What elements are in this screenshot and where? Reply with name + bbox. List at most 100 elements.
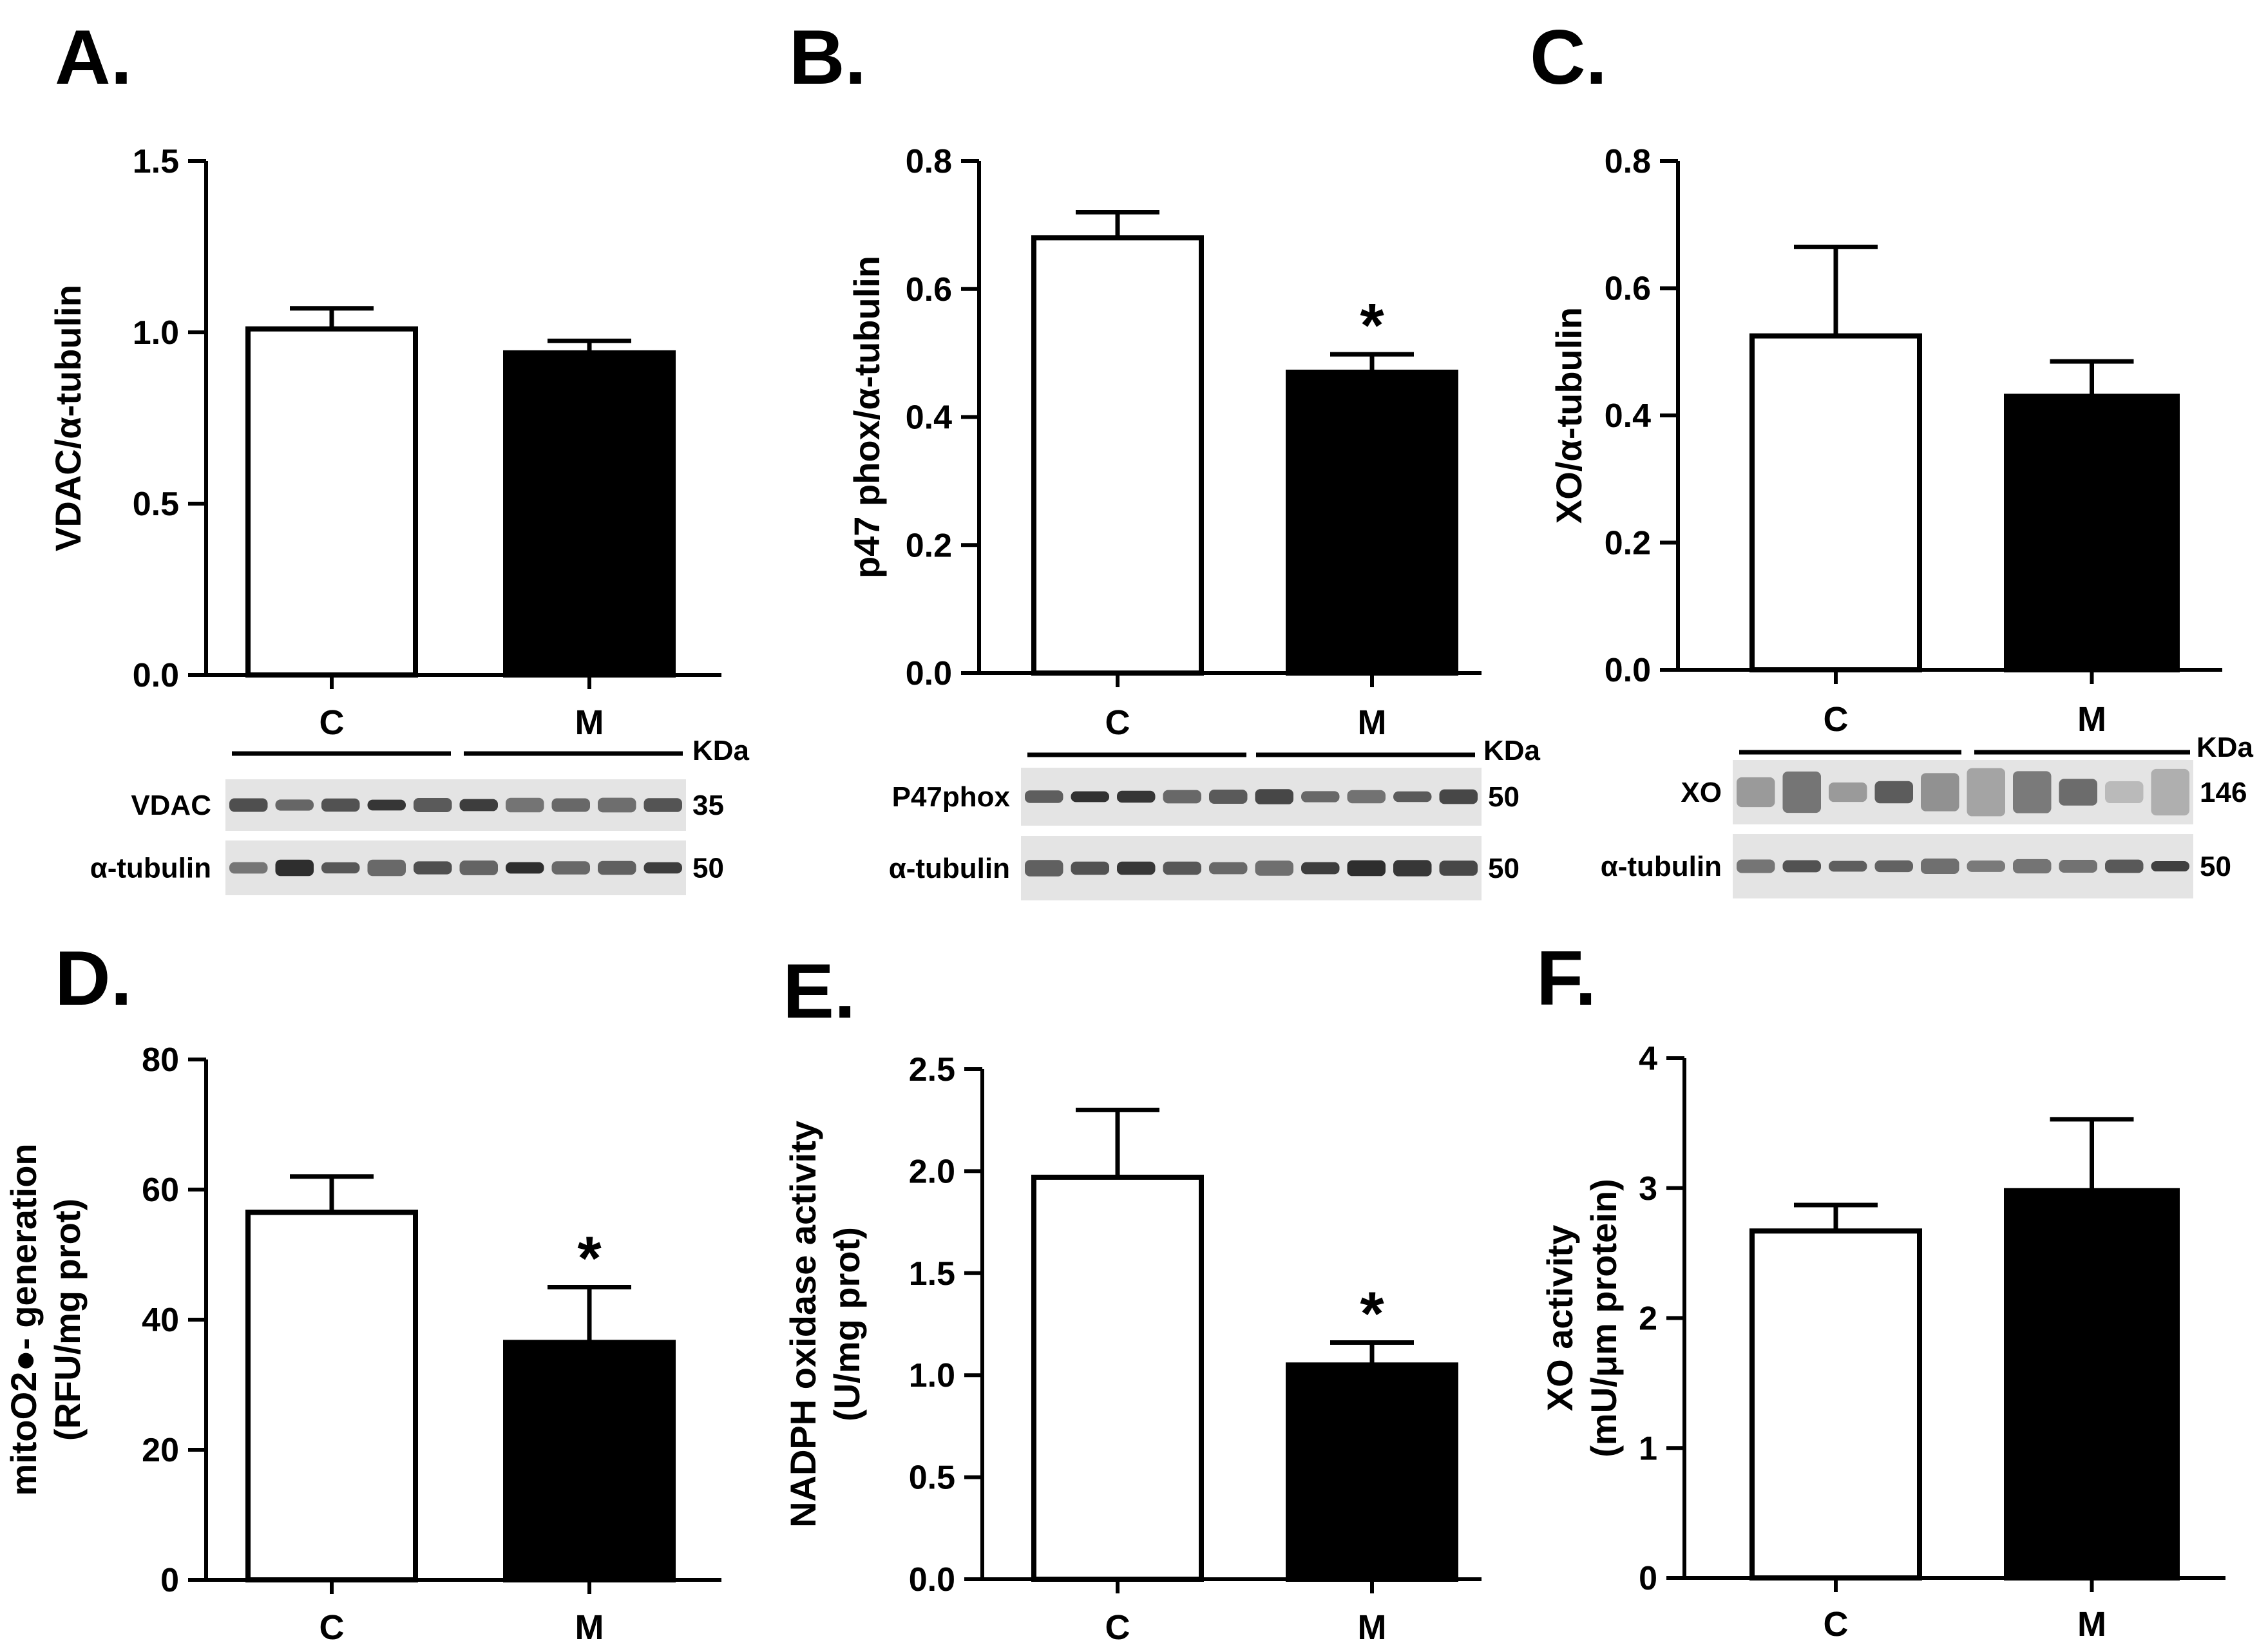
y-tick-label: 0.0 bbox=[906, 655, 952, 692]
blot-band bbox=[1025, 790, 1063, 803]
bar-c bbox=[245, 1210, 418, 1582]
y-tick-label: 0.2 bbox=[906, 527, 952, 564]
category-label: C bbox=[1824, 700, 1849, 739]
blot-band bbox=[1347, 790, 1386, 804]
blot-band bbox=[1874, 781, 1913, 804]
blot-band bbox=[2105, 781, 2144, 804]
y-axis-label: (U/mg prot) bbox=[826, 1227, 867, 1421]
blot-band bbox=[1117, 861, 1156, 875]
blot-band bbox=[1829, 860, 1867, 872]
kda-unit-label: KDa bbox=[2197, 732, 2254, 763]
bar-c bbox=[1031, 235, 1204, 676]
y-axis-label: XO/α-tubulin bbox=[1549, 307, 1589, 524]
blot-band bbox=[1301, 791, 1340, 802]
bar-c bbox=[245, 326, 418, 678]
blot-band bbox=[643, 862, 682, 874]
blot-band bbox=[1439, 789, 1478, 804]
y-axis-label: (mU/μm protein) bbox=[1583, 1179, 1624, 1457]
blot-band bbox=[2105, 859, 2144, 873]
blot-band bbox=[1301, 862, 1340, 875]
bar-m bbox=[1286, 369, 1458, 676]
y-tick-label: 1 bbox=[1639, 1430, 1657, 1467]
y-tick-label: 1.5 bbox=[909, 1255, 955, 1293]
blot-band bbox=[367, 859, 406, 877]
bar-m bbox=[503, 350, 676, 678]
blot-row-label: VDAC bbox=[131, 790, 211, 821]
blot-band bbox=[2059, 779, 2097, 806]
blot-band bbox=[598, 797, 636, 813]
blot-row-label: α-tubulin bbox=[90, 853, 211, 884]
y-tick-label: 0.5 bbox=[133, 486, 179, 523]
y-tick-label: 4 bbox=[1639, 1040, 1657, 1078]
blot-kda-value: 35 bbox=[692, 790, 724, 821]
blot-band bbox=[1025, 860, 1063, 877]
category-label: M bbox=[575, 1608, 604, 1647]
blot-band bbox=[1829, 782, 1867, 802]
blot-band bbox=[1921, 773, 1959, 812]
blot-band bbox=[414, 861, 452, 875]
blot-band bbox=[1737, 777, 1775, 808]
y-tick-label: 3 bbox=[1639, 1170, 1657, 1208]
y-tick-label: 60 bbox=[142, 1172, 179, 1209]
blot-band bbox=[229, 862, 268, 874]
category-label: M bbox=[1358, 1608, 1387, 1647]
category-label: M bbox=[575, 703, 604, 742]
bar-m bbox=[503, 1340, 676, 1583]
blot-band bbox=[2013, 859, 2052, 874]
panel-letter: C. bbox=[1530, 14, 1607, 100]
y-axis-label: NADPH oxidase activity bbox=[783, 1121, 823, 1528]
bar-m bbox=[1286, 1362, 1458, 1582]
blot-band bbox=[1439, 860, 1478, 876]
blot-band bbox=[275, 799, 314, 811]
category-label: M bbox=[2077, 700, 2106, 739]
blot-band bbox=[414, 798, 452, 812]
blot-band bbox=[1782, 860, 1821, 873]
blot-band bbox=[367, 799, 406, 811]
blot-band bbox=[1071, 791, 1109, 802]
panel-letter: F. bbox=[1536, 935, 1596, 1021]
y-axis-label: VDAC/α-tubulin bbox=[48, 285, 88, 551]
blot-band bbox=[275, 859, 314, 877]
y-tick-label: 1.0 bbox=[133, 314, 179, 352]
y-tick-label: 20 bbox=[142, 1432, 179, 1469]
y-tick-label: 0.6 bbox=[1605, 271, 1651, 308]
y-tick-label: 0.8 bbox=[906, 143, 952, 180]
blot-kda-value: 50 bbox=[692, 853, 724, 884]
category-label: C bbox=[1105, 1608, 1130, 1647]
panel-b: B. 0.0 0.2 0.4 0.6 0.8 p47 phox/α-tubulin C M * KD… bbox=[789, 14, 1541, 900]
category-label: C bbox=[1105, 703, 1130, 742]
blot-kda-value: 146 bbox=[2200, 777, 2247, 808]
blot-band bbox=[1209, 862, 1248, 875]
blot-band bbox=[1163, 861, 1201, 875]
blot-band bbox=[1163, 790, 1201, 804]
panel-d: D. 0 20 40 60 80 mitoO2●- generation (RFU/mg pr… bbox=[3, 935, 721, 1647]
western-blot: KDa P47phox 50 α-tubulin 50 bbox=[889, 735, 1541, 900]
bar-c bbox=[1031, 1174, 1204, 1582]
kda-unit-label: KDa bbox=[1483, 735, 1541, 766]
panel-a: A. 0.0 0.5 1.0 1.5 VDAC/α-tubulin C M KDa VDAC 35 α… bbox=[48, 14, 750, 895]
y-tick-label: 0.4 bbox=[1605, 397, 1651, 435]
panel-e: E. 0.0 0.5 1.0 1.5 2.0 2.5 NADPH oxidase activi… bbox=[783, 948, 1482, 1647]
y-tick-label: 0.5 bbox=[909, 1459, 955, 1497]
blot-band bbox=[1393, 791, 1432, 802]
blot-band bbox=[459, 799, 498, 812]
blot-band bbox=[1967, 768, 2005, 817]
panel-letter: A. bbox=[55, 14, 132, 100]
blot-row-label: XO bbox=[1681, 777, 1722, 808]
bar-m bbox=[2004, 1188, 2180, 1581]
category-label: M bbox=[1358, 703, 1387, 742]
blot-row-label: P47phox bbox=[892, 781, 1011, 813]
y-tick-label: 0.0 bbox=[133, 657, 179, 694]
blot-kda-value: 50 bbox=[1488, 853, 1520, 884]
blot-band bbox=[506, 797, 544, 813]
blot-band bbox=[321, 798, 360, 812]
blot-band bbox=[2151, 860, 2189, 872]
category-label: M bbox=[2077, 1605, 2106, 1644]
y-tick-label: 80 bbox=[142, 1041, 179, 1079]
panel-letter: E. bbox=[783, 948, 855, 1034]
blot-band bbox=[1782, 771, 1821, 813]
y-axis-label: XO activity bbox=[1539, 1225, 1580, 1411]
significance-marker: * bbox=[1360, 291, 1384, 360]
blot-row-label: α-tubulin bbox=[1601, 851, 1722, 882]
